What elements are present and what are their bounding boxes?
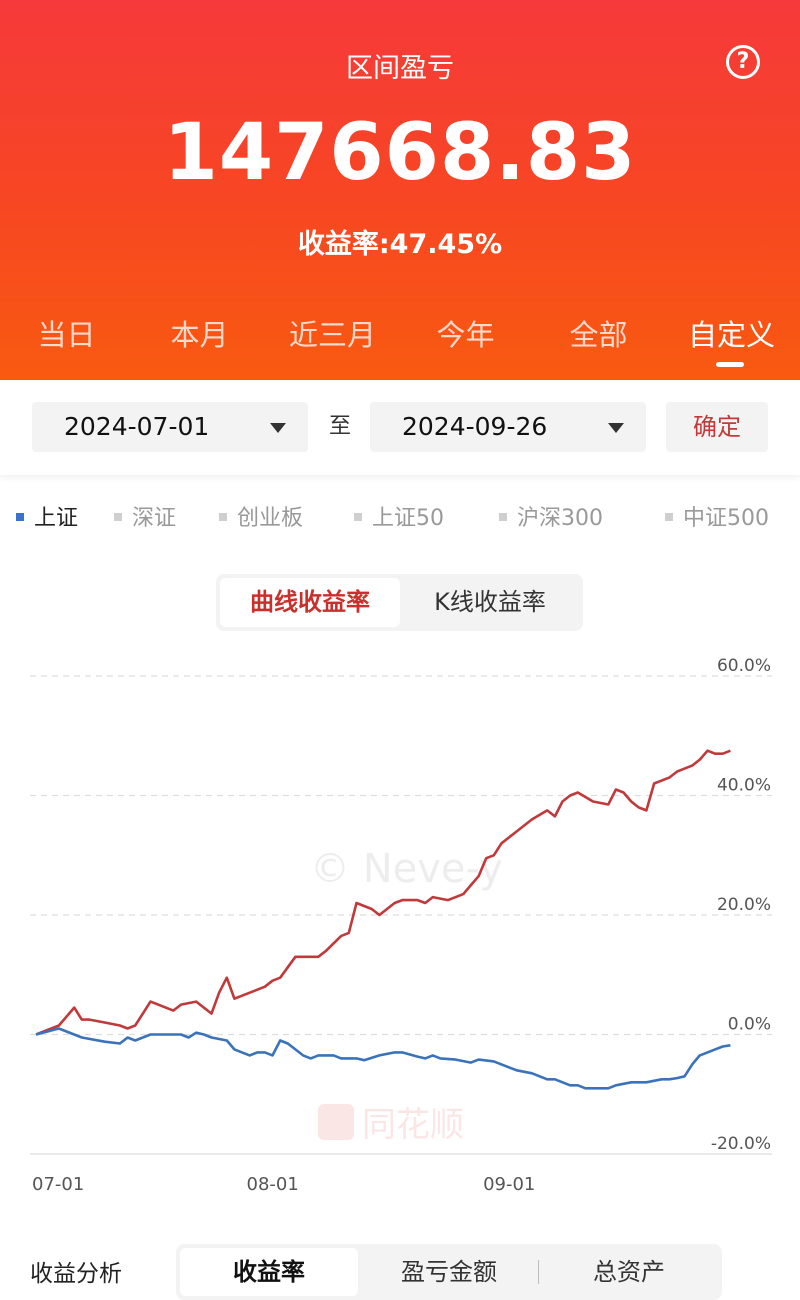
x-tick-label: 09-01 xyxy=(483,1174,535,1195)
watermark-logo-text: 同花顺 xyxy=(362,1105,464,1145)
summary-header: 区间盈亏 ? 147668.83 收益率:47.45% 当日 本月 近三月 今年… xyxy=(0,0,800,380)
x-tick-label: 07-01 xyxy=(32,1174,84,1195)
tab-profit-amount[interactable]: 盈亏金额 xyxy=(401,1258,497,1286)
tab-custom[interactable]: 自定义 xyxy=(687,318,775,352)
y-tick-label: 40.0% xyxy=(717,776,771,796)
tab-this-year[interactable]: 今年 xyxy=(436,318,495,352)
legend-square-icon xyxy=(114,513,122,521)
legend-square-icon xyxy=(354,513,362,521)
return-rate-label: 收益率: xyxy=(297,229,390,260)
chart-series xyxy=(35,749,731,1090)
legend-square-icon xyxy=(16,513,24,521)
y-tick-label: 0.0% xyxy=(728,1015,771,1035)
date-separator: 至 xyxy=(328,414,351,439)
period-profit-value: 147668.83 xyxy=(163,108,637,198)
benchmark-label: 深证 xyxy=(132,506,177,531)
y-axis-labels: 60.0% 40.0% 20.0% 0.0% -20.0% xyxy=(711,656,771,1154)
start-date-value: 2024-07-01 xyxy=(64,412,210,441)
benchmark-sse50[interactable]: 上证50 xyxy=(354,504,444,534)
legend-square-icon xyxy=(219,513,227,521)
period-tabs: 当日 本月 近三月 今年 全部 自定义 xyxy=(0,312,800,362)
return-chart: © Neve-y 同花顺 60.0% 40.0% 20.0% 0.0% -20.0% 0… xyxy=(30,656,772,1195)
tab-today[interactable]: 当日 xyxy=(37,318,96,352)
watermark-logo xyxy=(318,1104,354,1140)
benchmark-selector: 上证 深证 创业板 上证50 沪深300 中证500 xyxy=(0,504,800,534)
chart-grid xyxy=(30,675,772,1155)
confirm-button[interactable]: 确定 xyxy=(666,402,768,452)
chevron-down-icon xyxy=(270,423,286,433)
tab-this-month[interactable]: 本月 xyxy=(170,318,229,352)
y-tick-label: 20.0% xyxy=(717,895,771,915)
y-tick-label: -20.0% xyxy=(711,1134,771,1154)
kline-return-option[interactable]: K线收益率 xyxy=(434,588,546,616)
benchmark-label: 上证 xyxy=(34,506,79,531)
x-axis-labels: 07-01 08-01 09-01 xyxy=(32,1174,535,1195)
tab-three-months[interactable]: 近三月 xyxy=(288,318,376,352)
help-icon[interactable]: ? xyxy=(726,45,760,79)
analysis-bar: 收益分析 收益率 盈亏金额 总资产 xyxy=(0,1240,800,1300)
tab-total-assets[interactable]: 总资产 xyxy=(593,1258,665,1286)
benchmark-label: 中证500 xyxy=(683,506,769,531)
benchmark-sse[interactable]: 上证 xyxy=(16,504,78,534)
benchmark-label: 上证50 xyxy=(372,506,444,531)
benchmark-szse[interactable]: 深证 xyxy=(114,504,176,534)
date-range-bar: 2024-07-01 至 2024-09-26 确定 xyxy=(0,380,800,475)
y-tick-label: 60.0% xyxy=(717,656,771,676)
account-return-line xyxy=(35,749,731,1036)
legend-square-icon xyxy=(499,513,507,521)
benchmark-return-line xyxy=(35,1027,731,1090)
legend-square-icon xyxy=(665,513,673,521)
benchmark-label: 创业板 xyxy=(237,506,304,531)
benchmark-chinext[interactable]: 创业板 xyxy=(219,504,303,534)
x-tick-label: 08-01 xyxy=(247,1174,299,1195)
chevron-down-icon xyxy=(608,423,624,433)
chart-type-toggle: 曲线收益率 K线收益率 xyxy=(216,574,583,631)
return-rate: 收益率:47.45% xyxy=(0,222,800,261)
tab-all[interactable]: 全部 xyxy=(569,318,628,352)
active-tab-indicator xyxy=(716,362,744,367)
page-title: 区间盈亏 xyxy=(346,53,454,84)
watermark-text: © Neve-y xyxy=(310,846,503,892)
curve-return-option[interactable]: 曲线收益率 xyxy=(220,578,400,627)
chart-watermarks: © Neve-y 同花顺 xyxy=(310,846,503,1145)
analysis-label: 收益分析 xyxy=(30,1261,122,1287)
return-rate-value: 47.45% xyxy=(389,229,503,260)
benchmark-csi500[interactable]: 中证500 xyxy=(665,504,769,534)
tab-divider xyxy=(538,1260,539,1284)
start-date-select[interactable]: 2024-07-01 xyxy=(32,402,308,452)
tab-return-rate[interactable]: 收益率 xyxy=(180,1248,358,1296)
analysis-tabs: 收益率 盈亏金额 总资产 xyxy=(176,1244,722,1300)
end-date-select[interactable]: 2024-09-26 xyxy=(370,402,646,452)
end-date-value: 2024-09-26 xyxy=(402,412,548,441)
benchmark-csi300[interactable]: 沪深300 xyxy=(499,504,603,534)
benchmark-label: 沪深300 xyxy=(517,506,603,531)
